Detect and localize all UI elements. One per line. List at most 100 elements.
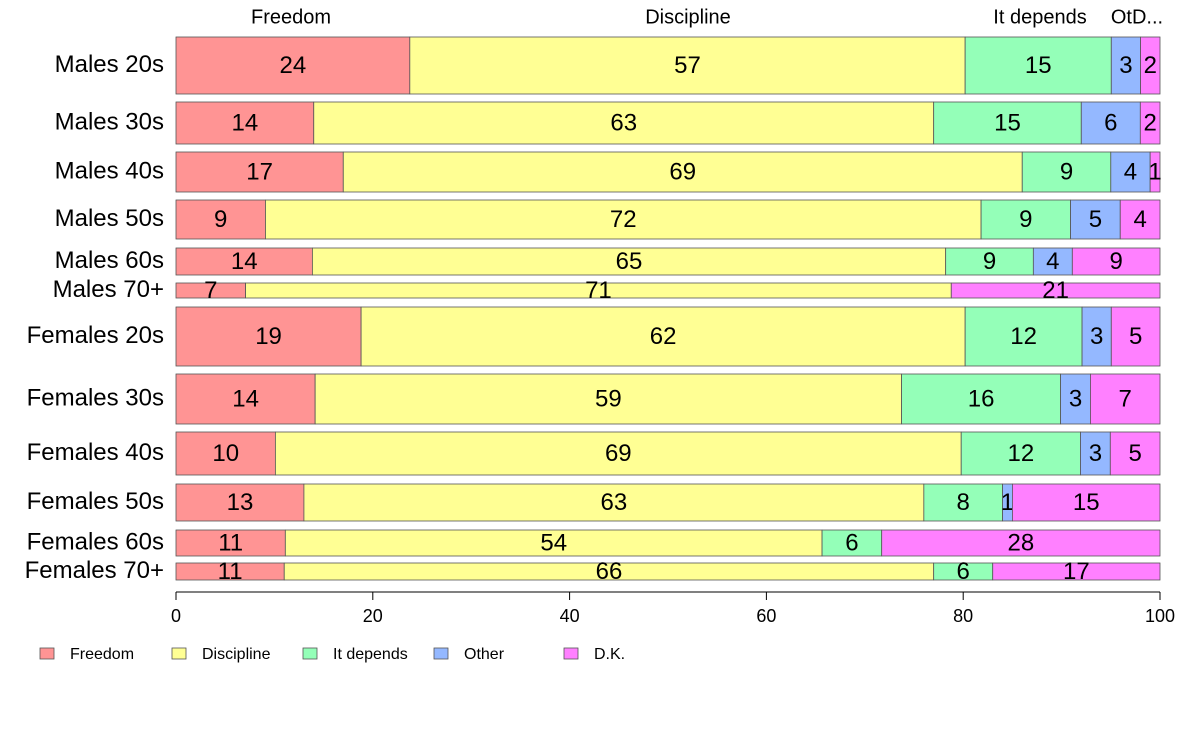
segment-label: 7 xyxy=(204,277,217,304)
row-label: Females 30s xyxy=(27,384,164,411)
bar-segment xyxy=(1021,151,1112,193)
bar-segment xyxy=(409,36,966,95)
bar-segment xyxy=(175,199,266,240)
segment-label: 54 xyxy=(540,529,567,556)
segment-label: 7 xyxy=(1119,385,1132,412)
segment-label: 14 xyxy=(232,385,259,412)
bar-segment xyxy=(1071,247,1161,276)
bar-row: Females 40s 10 69 12 3 5 xyxy=(27,431,1161,476)
x-tick-label: 100 xyxy=(1145,606,1175,626)
bar-segment xyxy=(360,306,966,367)
segment-label: 2 xyxy=(1143,109,1156,136)
bar-segment xyxy=(175,306,362,367)
bar-row: Females 60s 11 54 6 28 xyxy=(27,528,1161,557)
bar-segment xyxy=(342,151,1023,193)
bar-segment xyxy=(1070,199,1121,240)
segment-label: 3 xyxy=(1119,52,1132,79)
legend-swatch xyxy=(563,647,579,660)
segment-label: 21 xyxy=(1042,277,1069,304)
bar-segment xyxy=(980,199,1071,240)
segment-label: 15 xyxy=(1025,52,1052,79)
x-tick-label: 60 xyxy=(756,606,776,626)
bar-segment xyxy=(175,36,411,95)
segment-label: 11 xyxy=(218,558,243,585)
x-tick-label: 0 xyxy=(171,606,181,626)
segment-label: 3 xyxy=(1089,440,1102,467)
bar-segment xyxy=(1012,483,1161,522)
segment-label: 12 xyxy=(1007,440,1034,467)
segment-label: 5 xyxy=(1128,440,1141,467)
row-label: Females 60s xyxy=(27,528,164,555)
segment-label: 4 xyxy=(1133,206,1146,233)
segment-label: 15 xyxy=(994,109,1021,136)
legend-label: Freedom xyxy=(70,646,134,663)
row-label: Females 70+ xyxy=(25,557,164,584)
bar-segment xyxy=(960,431,1081,476)
bar-segment xyxy=(265,199,982,240)
segment-label: 57 xyxy=(674,52,701,79)
bar-segment xyxy=(311,247,947,276)
bar-segment xyxy=(175,529,286,557)
segment-label: 72 xyxy=(610,206,637,233)
segment-label: 71 xyxy=(585,277,612,304)
legend-label: It depends xyxy=(333,646,408,663)
bar-segment xyxy=(1080,101,1141,145)
column-label: It depends xyxy=(993,6,1086,28)
column-label: Freedom xyxy=(251,6,331,28)
segment-label: 5 xyxy=(1089,206,1102,233)
bar-segment xyxy=(901,373,1062,425)
bar-row: Males 60s 14 65 9 4 9 xyxy=(55,247,1161,276)
bar-segment xyxy=(923,483,1003,522)
segment-label: 15 xyxy=(1073,489,1100,516)
segment-label: 65 xyxy=(616,248,643,275)
segment-label: 63 xyxy=(610,109,637,136)
bar-segment xyxy=(1139,101,1161,145)
bar-segment xyxy=(1110,151,1151,193)
bar-row: Males 70+ 7 71 21 xyxy=(53,276,1161,304)
bar-segment xyxy=(1140,36,1161,95)
row-label: Males 50s xyxy=(55,205,164,232)
bar-segment xyxy=(992,562,1161,581)
segment-label: 2 xyxy=(1144,52,1157,79)
legend-label: Discipline xyxy=(202,646,271,663)
segment-label: 4 xyxy=(1124,158,1137,185)
x-tick-label: 20 xyxy=(363,606,383,626)
column-label: Discipline xyxy=(645,6,731,28)
bar-segment xyxy=(1090,373,1161,425)
bar-segment xyxy=(303,483,925,522)
bar-segment xyxy=(313,101,935,145)
bar-row: Females 30s 14 59 16 3 7 xyxy=(27,373,1161,425)
x-axis: 0 20 40 60 80 100 xyxy=(171,591,1175,626)
segment-label: 69 xyxy=(669,158,696,185)
bar-segment xyxy=(314,373,902,425)
legend-swatch xyxy=(433,647,449,660)
bar-segment xyxy=(175,373,316,425)
segment-label: 11 xyxy=(218,529,243,556)
segment-label: 1 xyxy=(1001,489,1014,516)
column-label: OtD... xyxy=(1111,6,1163,28)
segment-label: 9 xyxy=(1019,206,1032,233)
segment-label: 3 xyxy=(1069,385,1082,412)
segment-label: 69 xyxy=(605,440,632,467)
segment-label: 19 xyxy=(255,323,282,350)
x-tick-label: 40 xyxy=(560,606,580,626)
row-label: Females 40s xyxy=(27,439,164,466)
legend-swatch xyxy=(39,647,55,660)
x-tick-label: 80 xyxy=(953,606,973,626)
bar-segment xyxy=(933,101,1082,145)
bar-segment xyxy=(1109,431,1161,476)
bar-segment xyxy=(1119,199,1161,240)
bar-segment xyxy=(881,529,1161,557)
bar-segment xyxy=(175,431,276,476)
bar-segment xyxy=(175,483,305,522)
segment-label: 14 xyxy=(232,109,259,136)
segment-label: 10 xyxy=(212,440,239,467)
segment-label: 16 xyxy=(968,385,995,412)
row-label: Males 20s xyxy=(55,51,164,78)
bar-segment xyxy=(1149,151,1161,193)
segment-label: 9 xyxy=(983,248,996,275)
segment-label: 17 xyxy=(246,158,273,185)
row-label: Males 70+ xyxy=(53,276,164,303)
segment-label: 6 xyxy=(957,558,970,585)
